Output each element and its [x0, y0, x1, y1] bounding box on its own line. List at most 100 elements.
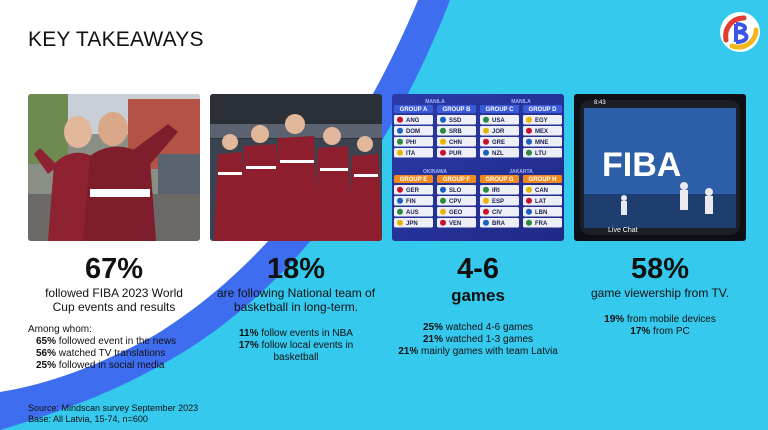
- world-cup-groups-photo: MANILA MANILA OKINAWA JAKARTA GROUP A ANG DOM P…: [392, 94, 564, 241]
- stat-value: 4-6: [457, 253, 499, 285]
- team-code: LTU: [535, 151, 546, 157]
- flag-icon: [526, 116, 532, 123]
- flag-icon: [483, 149, 489, 156]
- stat-desc-line: games: [451, 286, 505, 305]
- phone-time: 8:43: [594, 100, 606, 106]
- flag-icon: [440, 186, 446, 193]
- flag-icon: [440, 116, 446, 123]
- stat-followed: 67% followed FIBA 2023 World Cup events …: [14, 253, 214, 314]
- flag-icon: [440, 149, 446, 156]
- team-code: MNE: [535, 140, 548, 146]
- team-code: BRA: [492, 221, 506, 227]
- flag-icon: [526, 219, 532, 226]
- team-code: GRE: [492, 140, 505, 146]
- stat-desc-line: game viewership from TV.: [590, 286, 730, 300]
- flag-icon: [483, 127, 489, 134]
- stat-desc-line: Cup events and results: [52, 300, 176, 314]
- team-code: LAT: [535, 199, 547, 205]
- fans-photo: [28, 94, 200, 241]
- team-code: USA: [492, 118, 505, 124]
- list-item: 19% from mobile devices: [604, 314, 716, 325]
- group-name: GROUP F: [443, 177, 471, 183]
- venue-label: OKINAWA: [423, 169, 447, 175]
- flag-icon: [397, 138, 403, 145]
- team-code: VEN: [449, 221, 461, 227]
- list-item: 17% follow local events in: [238, 340, 354, 351]
- flag-icon: [526, 208, 532, 215]
- base-text: Base: All Latvia, 15-74, n=600: [28, 414, 148, 424]
- flag-icon: [397, 219, 403, 226]
- team-code: SRB: [449, 129, 462, 135]
- flag-icon: [440, 219, 446, 226]
- flag-icon: [440, 127, 446, 134]
- flag-icon: [397, 127, 403, 134]
- source-text: Source: Mindscan survey September 2023: [28, 403, 199, 413]
- team-code: MEX: [535, 129, 548, 135]
- group-card: GROUP F SLO CPV GEO VEN: [437, 175, 476, 228]
- group-card: GROUP E GER FIN AUS JPN: [394, 175, 433, 228]
- team-code: PHI: [406, 140, 416, 146]
- team-code: CHN: [449, 140, 462, 146]
- team-code: AUS: [406, 210, 419, 216]
- list-item: 21% watched 1-3 games: [422, 334, 534, 345]
- live-chat-label: Live Chat: [608, 227, 638, 234]
- team-code: EGY: [535, 118, 548, 124]
- team-code: CAN: [535, 188, 548, 194]
- stat-desc-line: basketball in long-term.: [233, 300, 359, 314]
- team-code: ESP: [492, 199, 504, 205]
- brand-logo-icon: [720, 12, 760, 52]
- team-code: ITA: [406, 151, 416, 157]
- team-code: CPV: [449, 199, 461, 205]
- team-code: CIV: [492, 210, 502, 216]
- flag-icon: [483, 138, 489, 145]
- flag-icon: [483, 186, 489, 193]
- group-card: GROUP C USA JOR GRE NZL: [480, 105, 519, 158]
- stat-national-team: 18% are following National team of baske…: [196, 253, 396, 364]
- team-code: ANG: [406, 118, 420, 124]
- group-card: GROUP A ANG DOM PHI ITA: [394, 105, 433, 158]
- venue-label: MANILA: [425, 99, 445, 105]
- group-name: GROUP G: [485, 177, 514, 183]
- phone-stream-photo: 8:43 FIBA Live Chat: [574, 94, 746, 241]
- stat-value: 18%: [266, 253, 326, 285]
- group-card: GROUP B SSD SRB CHN PUR: [437, 105, 476, 158]
- list-item: 11% follow events in NBA: [239, 328, 353, 339]
- flag-icon: [397, 186, 403, 193]
- group-name: GROUP E: [400, 177, 428, 183]
- flag-icon: [526, 149, 532, 156]
- list-item: 25% watched 4-6 games: [422, 322, 534, 333]
- stat-desc-line: followed FIBA 2023 World: [45, 286, 183, 300]
- stat-value: 58%: [630, 253, 690, 285]
- flag-icon: [440, 197, 446, 204]
- flag-icon: [397, 116, 403, 123]
- flag-icon: [483, 116, 489, 123]
- source-footer: Source: Mindscan survey September 2023 B…: [28, 403, 198, 425]
- team-code: NZL: [492, 151, 504, 157]
- flag-icon: [526, 138, 532, 145]
- stat-games: 4-6 games 25% watched 4-6 games 21% watc…: [378, 253, 578, 358]
- stat-desc-line: are following National team of: [216, 286, 376, 300]
- flag-icon: [397, 149, 403, 156]
- list-item: basketball: [273, 352, 319, 363]
- flag-icon: [526, 186, 532, 193]
- team-code: IRI: [492, 188, 500, 194]
- page-title: KEY TAKEAWAYS: [28, 28, 204, 51]
- stat-value: 67%: [84, 253, 144, 285]
- group-name: GROUP B: [443, 107, 472, 113]
- flag-icon: [483, 197, 489, 204]
- flag-icon: [483, 219, 489, 226]
- venue-label: MANILA: [511, 99, 531, 105]
- flag-icon: [440, 138, 446, 145]
- group-card: GROUP D EGY MEX MNE LTU: [523, 105, 562, 158]
- stat-viewership: 58% game viewership from TV. 19% from mo…: [560, 253, 760, 338]
- list-item: 56% watched TV translations: [36, 348, 166, 359]
- team-code: JOR: [492, 129, 505, 135]
- flag-icon: [526, 197, 532, 204]
- flag-icon: [397, 208, 403, 215]
- group-card: GROUP H CAN LAT LBN FRA: [523, 175, 562, 228]
- latvia-team-photo: [210, 94, 382, 241]
- group-name: GROUP A: [400, 107, 428, 113]
- group-name: GROUP D: [529, 107, 558, 113]
- flag-icon: [440, 208, 446, 215]
- team-code: SLO: [449, 188, 462, 194]
